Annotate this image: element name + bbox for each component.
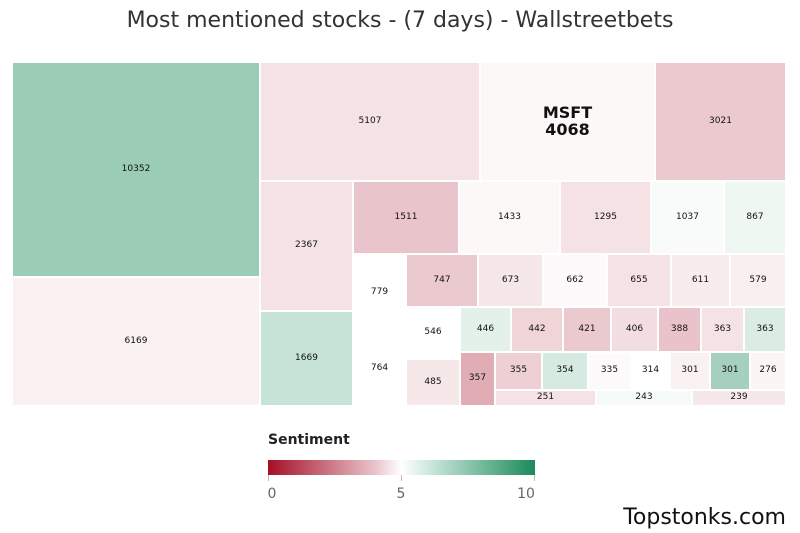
legend-tick-min (268, 475, 269, 481)
treemap-cell: 579 (730, 254, 786, 307)
treemap-cell-value: 357 (468, 373, 487, 384)
treemap-cell-value: 421 (578, 323, 596, 334)
treemap-cell-value: 611 (691, 274, 710, 285)
treemap-cell: 764 (353, 331, 406, 406)
treemap-cell-value: 1669 (295, 352, 318, 363)
treemap-cell-value: 406 (625, 323, 644, 334)
treemap: 10352 6169 5107 MSFT 4068 3021 2367 1669 1511 143… (12, 62, 786, 406)
treemap-cell: 867 (724, 181, 786, 254)
treemap-cell-value: 363 (713, 323, 732, 334)
treemap-cell-value: 243 (635, 392, 653, 403)
treemap-cell-value: 10352 (121, 163, 151, 174)
treemap-cell-value: 314 (641, 365, 660, 376)
legend-title: Sentiment (268, 432, 350, 448)
treemap-cell-value: 4068 (545, 119, 590, 139)
treemap-cell: 446 (460, 307, 511, 352)
treemap-cell-value: 5107 (358, 115, 382, 126)
treemap-cell-value: 388 (670, 323, 689, 334)
treemap-cell: 1295 (560, 181, 651, 254)
treemap-cell-value: 747 (433, 274, 451, 285)
treemap-cell: 357 (460, 352, 495, 406)
treemap-cell: 1669 (260, 311, 353, 406)
treemap-cell: 314 (631, 352, 670, 390)
treemap-cell: 1433 (459, 181, 560, 254)
treemap-cell-value: 442 (528, 323, 546, 334)
treemap-cell-value: 354 (556, 365, 574, 376)
treemap-cell-value: 355 (509, 365, 528, 376)
treemap-cell-value: 301 (681, 365, 699, 376)
treemap-cell: 655 (607, 254, 671, 307)
treemap-cell-value: 446 (476, 323, 495, 334)
treemap-cell: 421 (563, 307, 611, 352)
treemap-cell-value: 6169 (124, 335, 148, 346)
treemap-cell: 301 (670, 352, 710, 390)
treemap-cell-value: 662 (566, 274, 584, 285)
legend-color-bar (268, 460, 535, 475)
treemap-cell-value: 335 (600, 365, 619, 376)
treemap-cell-value: 1037 (676, 211, 699, 222)
legend-tick-mid (401, 475, 402, 481)
treemap-cell-ticker: MSFT (542, 102, 593, 122)
treemap-cell: 363 (701, 307, 744, 352)
treemap-cell-value: 1511 (394, 211, 418, 222)
treemap-cell: MSFT 4068 (480, 62, 655, 181)
treemap-cell-value: 301 (721, 365, 739, 376)
treemap-cell-value: 779 (370, 286, 389, 297)
treemap-cell: 2367 (260, 181, 353, 311)
treemap-cell-value: 655 (630, 274, 648, 285)
treemap-cell: 355 (495, 352, 542, 390)
treemap-cell-value: 764 (370, 362, 389, 373)
treemap-cell: 485 (406, 359, 460, 406)
legend-label-min: 0 (267, 486, 277, 502)
treemap-cell-value: 673 (501, 274, 520, 285)
treemap-cell: 406 (611, 307, 658, 352)
treemap-cell: 388 (658, 307, 701, 352)
legend-label-mid: 5 (396, 486, 406, 502)
treemap-cell: 779 (353, 254, 406, 331)
treemap-cell: 747 (406, 254, 478, 307)
treemap-cell: 363 (744, 307, 786, 352)
treemap-cell-value: 251 (536, 392, 555, 403)
treemap-cell: 276 (750, 352, 786, 390)
treemap-cell-value: 546 (424, 327, 442, 338)
treemap-cell: 442 (511, 307, 563, 352)
treemap-cell: 5107 (260, 62, 480, 181)
treemap-cell-value: 2367 (295, 240, 318, 251)
treemap-cell: 673 (478, 254, 543, 307)
treemap-cell: 662 (543, 254, 607, 307)
treemap-cell-value: 3021 (709, 115, 732, 126)
treemap-cell: 335 (588, 352, 631, 390)
treemap-cell-value: 579 (749, 274, 767, 285)
treemap-cell: 354 (542, 352, 588, 390)
treemap-cell: 243 (596, 390, 692, 406)
treemap-cell: 1511 (353, 181, 459, 254)
treemap-cell-value: 485 (424, 376, 442, 387)
treemap-cell: 10352 (12, 62, 260, 277)
treemap-cell: 546 (406, 307, 460, 359)
treemap-cell: 3021 (655, 62, 786, 181)
treemap-cell: 611 (671, 254, 730, 307)
treemap-cell-value: 239 (730, 392, 748, 403)
treemap-cell-value: 363 (756, 323, 774, 334)
treemap-cell: 1037 (651, 181, 724, 254)
treemap-cell-value: 867 (746, 211, 764, 222)
treemap-cell: 301 (710, 352, 750, 390)
treemap-cell-value: 1433 (498, 211, 521, 222)
treemap-cell: 251 (495, 390, 596, 406)
legend-label-max: 10 (517, 486, 535, 502)
treemap-cell-value: 276 (759, 365, 777, 376)
treemap-cell: 239 (692, 390, 786, 406)
treemap-cell-value: 1295 (594, 211, 617, 222)
treemap-cell: 6169 (12, 277, 260, 406)
legend-tick-max (534, 475, 535, 481)
chart-title: Most mentioned stocks - (7 days) - Walls… (126, 8, 674, 33)
brand-watermark: Topstonks.com (623, 505, 786, 530)
